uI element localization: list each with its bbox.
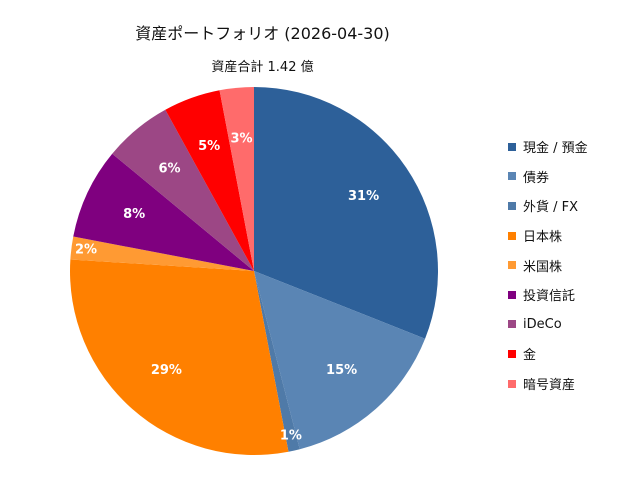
legend-item-2: 外貨 / FX	[508, 191, 588, 221]
slice-label-4: 2%	[75, 242, 97, 257]
legend-item-8: 暗号資産	[508, 369, 588, 399]
slice-label-8: 3%	[230, 132, 252, 147]
legend-label: 米国株	[523, 259, 563, 275]
legend-swatch	[508, 320, 516, 329]
legend-swatch	[508, 172, 516, 181]
legend-item-0: 現金 / 預金	[508, 132, 588, 162]
legend-swatch	[508, 290, 516, 299]
slice-label-5: 8%	[123, 207, 145, 222]
pie-slice-1	[254, 271, 426, 450]
pie-slice-4	[70, 236, 254, 271]
slice-label-2: 1%	[280, 429, 302, 444]
pie-slices	[70, 87, 439, 455]
pie-slice-2	[254, 271, 300, 452]
legend: 現金 / 預金 債券外貨 / FX 日本株米国株投資信託 iDeCo 金暗号資産	[508, 132, 588, 398]
chart-title: 資産ポートフォリオ (2026-04-30)	[135, 24, 390, 43]
legend-item-6: iDeCo	[508, 310, 588, 340]
pie-slice-6	[112, 109, 255, 271]
legend-item-7: 金	[508, 339, 588, 369]
pie-slice-0	[254, 87, 439, 339]
legend-swatch	[508, 201, 516, 210]
legend-label: iDeCo	[523, 316, 562, 332]
legend-label: 日本株	[523, 230, 563, 246]
legend-label: 債券	[523, 170, 550, 186]
legend-swatch	[508, 349, 516, 358]
legend-label: 投資信託	[523, 289, 576, 305]
legend-swatch	[508, 261, 516, 270]
slice-label-1: 15%	[326, 363, 357, 378]
legend-swatch	[508, 142, 516, 151]
slice-label-0: 31%	[348, 189, 379, 204]
legend-label: 現金 / 預金	[523, 141, 588, 157]
legend-item-4: 米国株	[508, 250, 588, 280]
pie-slice-7	[165, 90, 254, 271]
legend-item-5: 投資信託	[508, 280, 588, 310]
legend-label: 外貨 / FX	[523, 200, 579, 216]
chart-subtitle: 資産合計 1.42 億	[211, 60, 314, 75]
legend-item-3: 日本株	[508, 221, 588, 251]
pie-slice-8	[219, 87, 254, 271]
slice-label-6: 6%	[159, 161, 181, 176]
slice-label-7: 5%	[198, 139, 220, 154]
pie-slice-5	[73, 153, 254, 271]
legend-label: 金	[523, 348, 537, 364]
legend-swatch	[508, 231, 516, 240]
slice-labels: 31% 15% 1% 29% 2% 8% 6% 5% 3%	[75, 132, 379, 444]
legend-label: 暗号資産	[523, 378, 576, 394]
pie-slice-3	[70, 259, 289, 455]
legend-item-1: 債券	[508, 162, 588, 192]
slice-label-3: 29%	[151, 363, 182, 378]
legend-swatch	[508, 379, 516, 388]
